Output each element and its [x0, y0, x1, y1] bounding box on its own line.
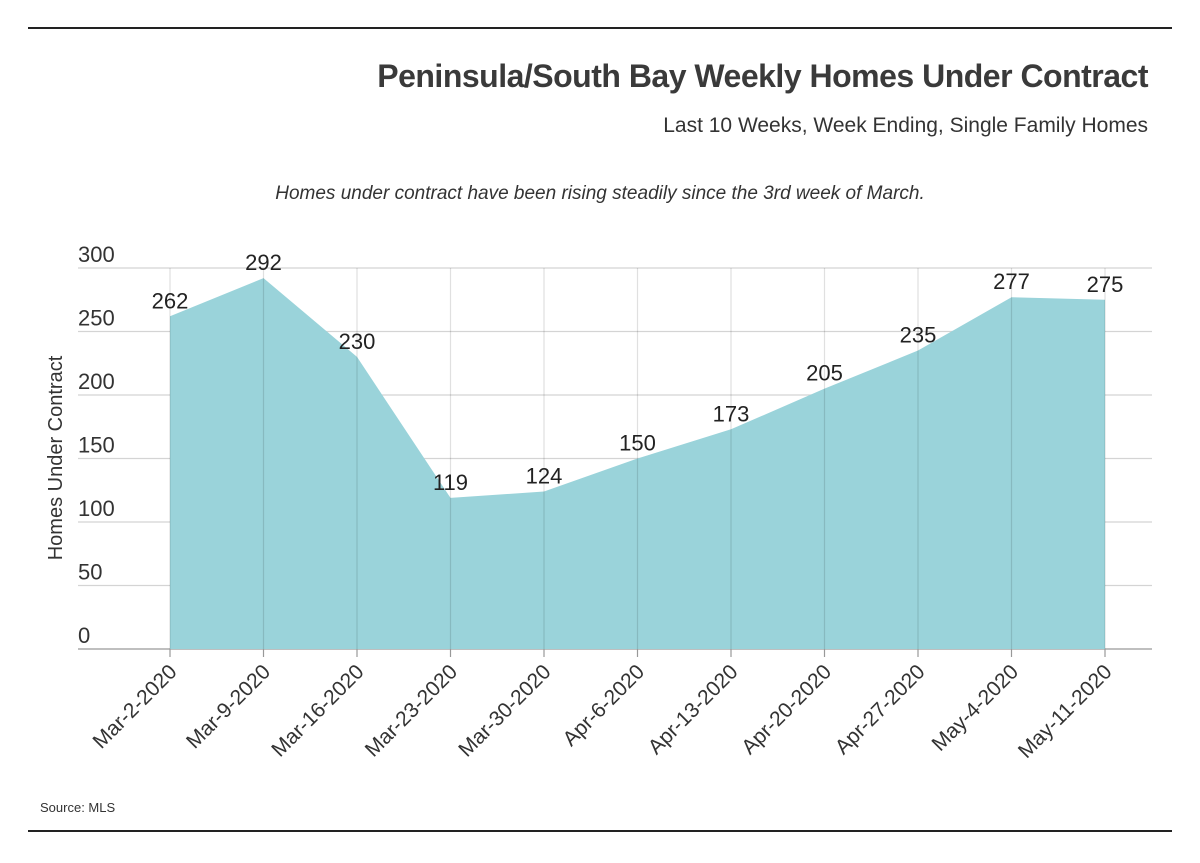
chart-subtitle: Last 10 Weeks, Week Ending, Single Famil…: [663, 114, 1148, 137]
y-tick-label: 50: [78, 560, 102, 585]
data-label: 150: [619, 431, 656, 456]
chart-annotation: Homes under contract have been rising st…: [275, 183, 925, 204]
data-label: 262: [152, 288, 189, 313]
y-tick-label: 250: [78, 306, 115, 331]
data-label: 205: [806, 361, 843, 386]
data-label: 235: [900, 323, 937, 348]
y-tick-label: 100: [78, 496, 115, 521]
x-tick-label: Mar-16-2020: [267, 660, 368, 761]
y-tick-label: 200: [78, 369, 115, 394]
area-series: [170, 278, 1105, 649]
bottom-rule: [28, 830, 1172, 832]
data-label: 230: [339, 329, 376, 354]
x-tick-label: Apr-6-2020: [558, 660, 649, 751]
data-label: 119: [433, 470, 468, 495]
x-tick-label: May-11-2020: [1014, 660, 1117, 763]
y-tick-labels: 0 50 100 150 200 250 300: [78, 242, 115, 648]
x-tick-labels: Mar-2-2020 Mar-9-2020Mar-16-2020Mar-23-20…: [89, 660, 1117, 763]
area-layer: [170, 278, 1105, 649]
x-tick-label: Apr-13-2020: [644, 660, 743, 759]
x-tick-label: Mar-2-2020: [89, 660, 182, 753]
x-tick-label: Mar-30-2020: [454, 660, 555, 761]
source-note: Source: MLS: [40, 800, 116, 815]
chart-title: Peninsula/South Bay Weekly Homes Under C…: [377, 58, 1148, 94]
x-tick-label: May-4-2020: [928, 660, 1024, 756]
y-tick-label: 300: [78, 242, 115, 267]
y-tick-label: 0: [78, 623, 90, 648]
x-tick-label: Mar-9-2020: [182, 660, 275, 753]
data-labels: 262 292 230 119 124 150 173 205 235 277 275: [152, 250, 1124, 495]
data-label: 124: [526, 464, 563, 489]
x-tick-label: Apr-27-2020: [831, 660, 930, 759]
x-tick-label: Mar-23-2020: [361, 660, 462, 761]
data-label: 275: [1087, 272, 1124, 297]
data-label: 173: [713, 401, 750, 426]
y-tick-label: 150: [78, 433, 115, 458]
x-tick-label: Apr-20-2020: [737, 660, 836, 759]
data-label: 292: [245, 250, 282, 275]
data-label: 277: [993, 269, 1030, 294]
vertical-grid-lines: [169, 268, 1106, 657]
top-rule: [28, 27, 1172, 29]
y-axis-label: Homes Under Contract: [45, 355, 67, 560]
